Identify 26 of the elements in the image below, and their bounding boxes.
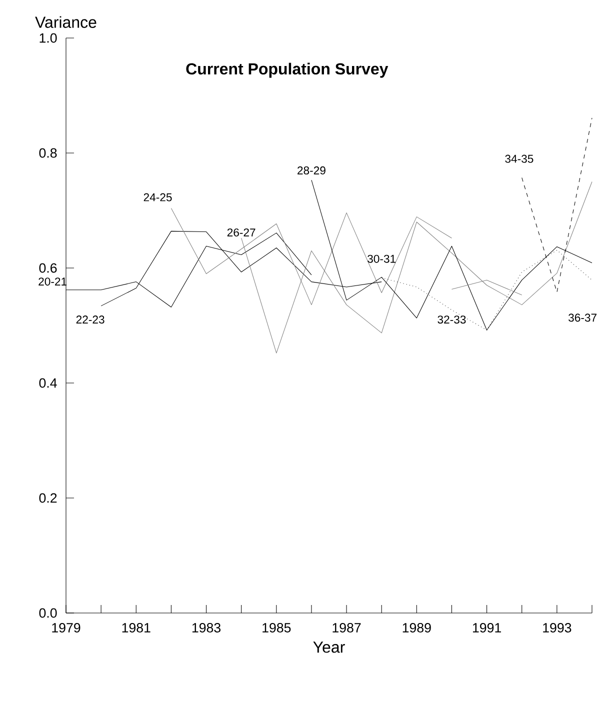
- x-tick-label: 1983: [192, 623, 221, 632]
- annotation: 32-33: [438, 316, 466, 324]
- annotation: 36-37: [568, 314, 596, 322]
- annotation: 28-29: [298, 166, 326, 174]
- annotation: 30-31: [368, 254, 396, 263]
- text: Current Population Survey: [186, 62, 388, 78]
- x-axis-title: Year: [313, 642, 345, 653]
- x-tick-label: 1987: [332, 623, 361, 632]
- annotation: 26-27: [227, 228, 256, 236]
- annotation: 20-21: [38, 278, 67, 286]
- y-axis-title: Variance: [35, 16, 96, 28]
- y-tick-label: 0.6: [39, 263, 57, 273]
- annotation: 24-25: [144, 193, 172, 202]
- y-tick-label: 1.0: [40, 33, 57, 43]
- y-tick-label: 0.0: [39, 608, 57, 618]
- x-tick-label: 1993: [543, 623, 572, 632]
- x-tick-label: 1991: [472, 623, 501, 632]
- x-tick-label: 1979: [52, 623, 80, 632]
- annotation: 22-23: [76, 316, 104, 324]
- y-tick-label: 0.8: [39, 148, 57, 158]
- x-tick-label: 1981: [122, 623, 150, 632]
- x-tick-label: 1985: [262, 623, 291, 632]
- x-tick-label: 1989: [402, 623, 431, 632]
- y-tick-label: 0.4: [39, 378, 57, 388]
- y-tick-label: 0.2: [39, 493, 57, 503]
- annotation: 34-35: [505, 154, 534, 163]
